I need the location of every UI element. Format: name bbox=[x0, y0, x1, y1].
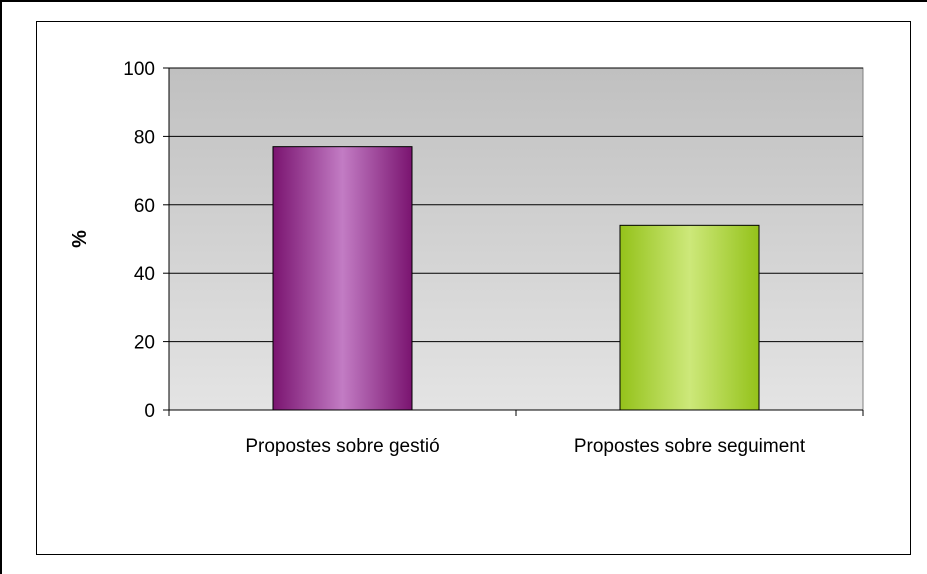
y-tick-label: 100 bbox=[123, 59, 155, 80]
category-labels: Propostes sobre gestió Propostes sobre se… bbox=[245, 436, 806, 457]
y-tick-label: 60 bbox=[134, 196, 155, 217]
category-label: Propostes sobre seguiment bbox=[574, 436, 806, 457]
y-tick-label: 80 bbox=[134, 127, 155, 148]
y-tick-label: 0 bbox=[144, 401, 155, 422]
category-label: Propostes sobre gestió bbox=[245, 436, 439, 457]
y-tick-label: 20 bbox=[134, 333, 155, 354]
y-axis-title: % bbox=[69, 230, 91, 248]
bar-2 bbox=[619, 224, 760, 411]
y-tick-label: 40 bbox=[134, 264, 155, 285]
axes bbox=[163, 67, 864, 416]
y-tick-labels: 0 20 40 60 80 100 bbox=[123, 59, 155, 422]
bar-1 bbox=[272, 146, 413, 411]
